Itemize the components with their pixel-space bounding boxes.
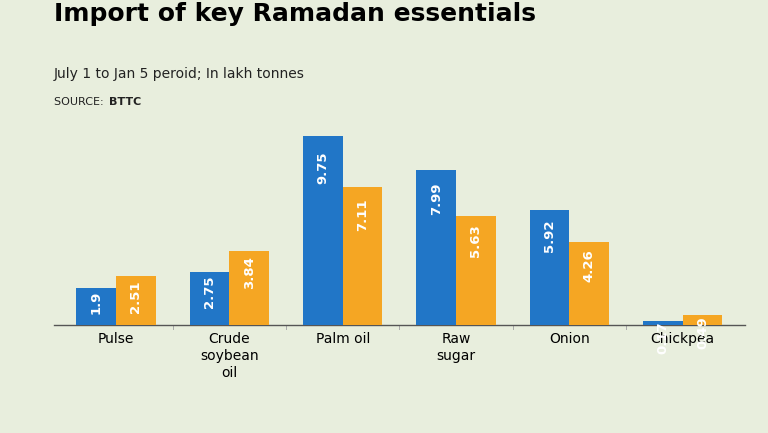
Text: Import of key Ramadan essentials: Import of key Ramadan essentials (54, 2, 536, 26)
Text: 9.75: 9.75 (316, 152, 329, 184)
Bar (190, 271, 230, 325)
Text: 7.11: 7.11 (356, 198, 369, 231)
Text: 0.17: 0.17 (657, 322, 669, 354)
Text: July 1 to Jan 5 peroid; In lakh tonnes: July 1 to Jan 5 peroid; In lakh tonnes (54, 67, 305, 81)
Bar (456, 216, 495, 325)
Text: 0.49: 0.49 (696, 316, 709, 349)
Bar (416, 170, 456, 325)
Text: 2.51: 2.51 (130, 280, 142, 313)
Text: SOURCE:: SOURCE: (54, 97, 107, 107)
Text: 4.26: 4.26 (583, 249, 596, 282)
Text: 5.92: 5.92 (543, 220, 556, 252)
Bar (569, 242, 609, 325)
Text: 1.9: 1.9 (90, 291, 103, 314)
Text: 5.63: 5.63 (469, 225, 482, 257)
Text: BTTC: BTTC (109, 97, 141, 107)
Bar (116, 276, 156, 325)
Text: 3.84: 3.84 (243, 256, 256, 289)
Text: 2.75: 2.75 (203, 276, 216, 308)
Text: 7.99: 7.99 (429, 183, 442, 215)
Bar (77, 288, 116, 325)
Bar (230, 251, 269, 325)
Bar (530, 210, 569, 325)
Bar (343, 187, 382, 325)
Bar (683, 315, 722, 325)
Bar (303, 136, 343, 325)
Bar (643, 321, 683, 325)
